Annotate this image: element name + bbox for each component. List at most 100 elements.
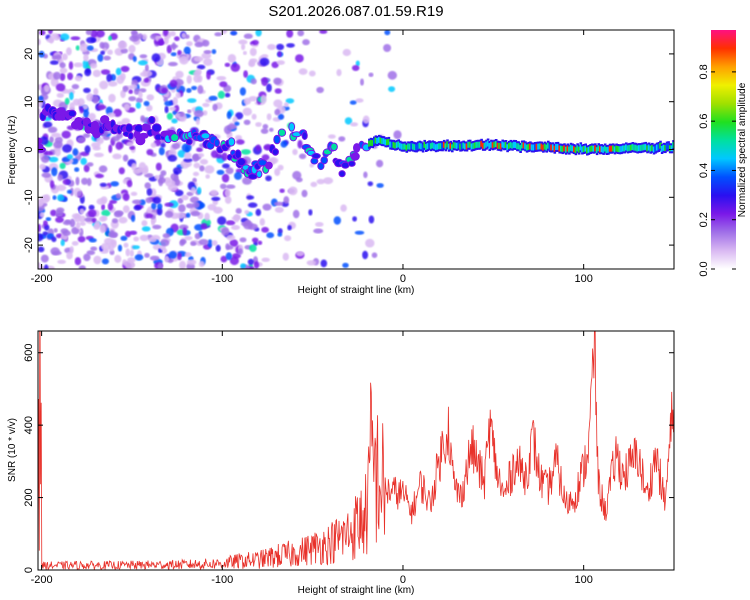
colorbar-gradient xyxy=(711,30,736,269)
heatmap-noise-spot xyxy=(349,100,357,105)
heatmap-ridge-core xyxy=(579,144,583,151)
heatmap-noise-spot xyxy=(320,259,328,268)
heatmap-noise-spot xyxy=(115,193,121,199)
heatmap-ridge-spot xyxy=(265,161,273,170)
heatmap-noise-spot xyxy=(59,62,66,69)
heatmap-ridge-core xyxy=(470,143,474,150)
heatmap-ridge-core xyxy=(641,144,644,151)
heatmap-noise-spot xyxy=(121,118,131,125)
heatmap-ridge-core xyxy=(452,142,456,149)
heatmap-noise-spot xyxy=(157,262,163,269)
heatmap-ridge-core xyxy=(530,144,534,151)
heatmap-noise-spot xyxy=(62,144,72,153)
heatmap-noise-spot xyxy=(248,223,258,230)
heatmap-ridge-core xyxy=(595,147,599,154)
heatmap-noise-spot xyxy=(156,207,163,216)
heatmap-noise-spot xyxy=(77,136,85,143)
heatmap-noise-spot xyxy=(164,100,173,107)
colorbar-tick-label: 0.0 xyxy=(698,261,710,276)
heatmap-noise-spot xyxy=(83,253,91,262)
heatmap-noise-spot xyxy=(61,53,68,61)
heatmap-noise-spot xyxy=(107,81,118,87)
heatmap-noise-spot xyxy=(308,70,316,77)
heatmap-noise-spot xyxy=(174,36,180,42)
heatmap-noise-spot xyxy=(77,236,86,243)
heatmap-noise-spot xyxy=(261,257,270,262)
heatmap-ridge-core xyxy=(426,143,430,150)
heatmap-ridge-core xyxy=(368,140,371,147)
heatmap-noise-spot xyxy=(139,54,148,59)
heatmap-noise-spot xyxy=(234,121,240,126)
heatmap-ridge-core xyxy=(423,141,426,148)
heatmap-ridge-core xyxy=(501,141,504,148)
heatmap-noise-spot xyxy=(170,31,176,37)
heatmap-noise-spot xyxy=(61,130,71,139)
heatmap-ridge-core xyxy=(548,144,552,151)
heatmap-ridge-core xyxy=(418,142,422,149)
heatmap-ridge-core xyxy=(586,147,589,154)
heatmap-x-tick-label: 0 xyxy=(400,273,406,285)
heatmap-noise-spot xyxy=(74,257,82,266)
heatmap-y-tick-label: -20 xyxy=(23,237,35,253)
heatmap-noise-spot xyxy=(47,126,58,133)
heatmap-ridge-core xyxy=(369,139,373,146)
heatmap-noise-spot xyxy=(235,112,244,120)
heatmap-ridge-core xyxy=(399,142,402,149)
heatmap-noise-spot xyxy=(167,184,178,192)
heatmap-noise-spot xyxy=(55,233,63,239)
heatmap-ridge-core xyxy=(386,139,389,146)
heatmap-ridge-core xyxy=(517,143,521,150)
heatmap-noise-spot xyxy=(292,209,300,219)
heatmap-noise-spot xyxy=(79,43,89,53)
heatmap-noise-spot xyxy=(179,111,185,117)
heatmap-noise-spot xyxy=(75,176,80,186)
heatmap-noise-spot xyxy=(336,69,342,77)
heatmap-noise-spot xyxy=(86,177,92,187)
heatmap-noise-spot xyxy=(96,198,106,205)
heatmap-noise-spot xyxy=(38,99,44,108)
heatmap-noise-spot xyxy=(203,58,213,66)
heatmap-noise-spot xyxy=(175,92,181,99)
heatmap-noise-spot xyxy=(67,72,74,81)
heatmap-noise-spot xyxy=(170,52,177,57)
heatmap-noise-spot xyxy=(144,182,151,189)
heatmap-ridge-core xyxy=(400,143,404,150)
heatmap-noise-spot xyxy=(179,260,186,269)
heatmap-ridge-core xyxy=(376,138,379,144)
heatmap-ridge-core xyxy=(574,147,578,154)
heatmap-noise-spot xyxy=(267,44,276,50)
heatmap-ridge-core xyxy=(657,144,661,150)
heatmap-noise-spot xyxy=(162,30,169,37)
heatmap-noise-spot xyxy=(182,227,187,236)
heatmap-noise-spot xyxy=(190,186,196,194)
heatmap-noise-spot xyxy=(203,50,212,54)
heatmap-ridge-core xyxy=(381,138,384,145)
heatmap-ridge-spot xyxy=(277,128,287,137)
heatmap-ridge-core xyxy=(545,144,548,151)
heatmap-noise-spot xyxy=(197,153,205,158)
heatmap-noise-spot xyxy=(383,44,392,52)
heatmap-ridge-core xyxy=(553,145,557,152)
heatmap-noise-spot xyxy=(344,117,353,125)
heatmap-ridge-core xyxy=(534,144,537,150)
heatmap-noise-spot xyxy=(376,159,384,168)
heatmap-ridge-core xyxy=(374,137,378,144)
heatmap-noise-spot xyxy=(66,47,72,56)
heatmap-noise-spot xyxy=(235,135,242,141)
heatmap-noise-spot xyxy=(192,153,199,162)
heatmap-noise-spot xyxy=(181,194,189,201)
heatmap-noise-spot xyxy=(266,113,272,121)
heatmap-noise-spot xyxy=(83,109,90,119)
heatmap-noise-spot xyxy=(39,197,45,206)
heatmap-noise-spot xyxy=(122,205,130,214)
heatmap-noise-spot xyxy=(393,130,402,140)
heatmap-ridge-spot xyxy=(227,137,236,147)
heatmap-noise-spot xyxy=(186,88,192,93)
heatmap-y-tick-label: 10 xyxy=(23,96,35,108)
heatmap-ridge-core xyxy=(558,145,561,152)
heatmap-ridge-core xyxy=(647,144,651,151)
heatmap-noise-spot xyxy=(197,187,202,195)
heatmap-noise-spot xyxy=(297,139,303,149)
